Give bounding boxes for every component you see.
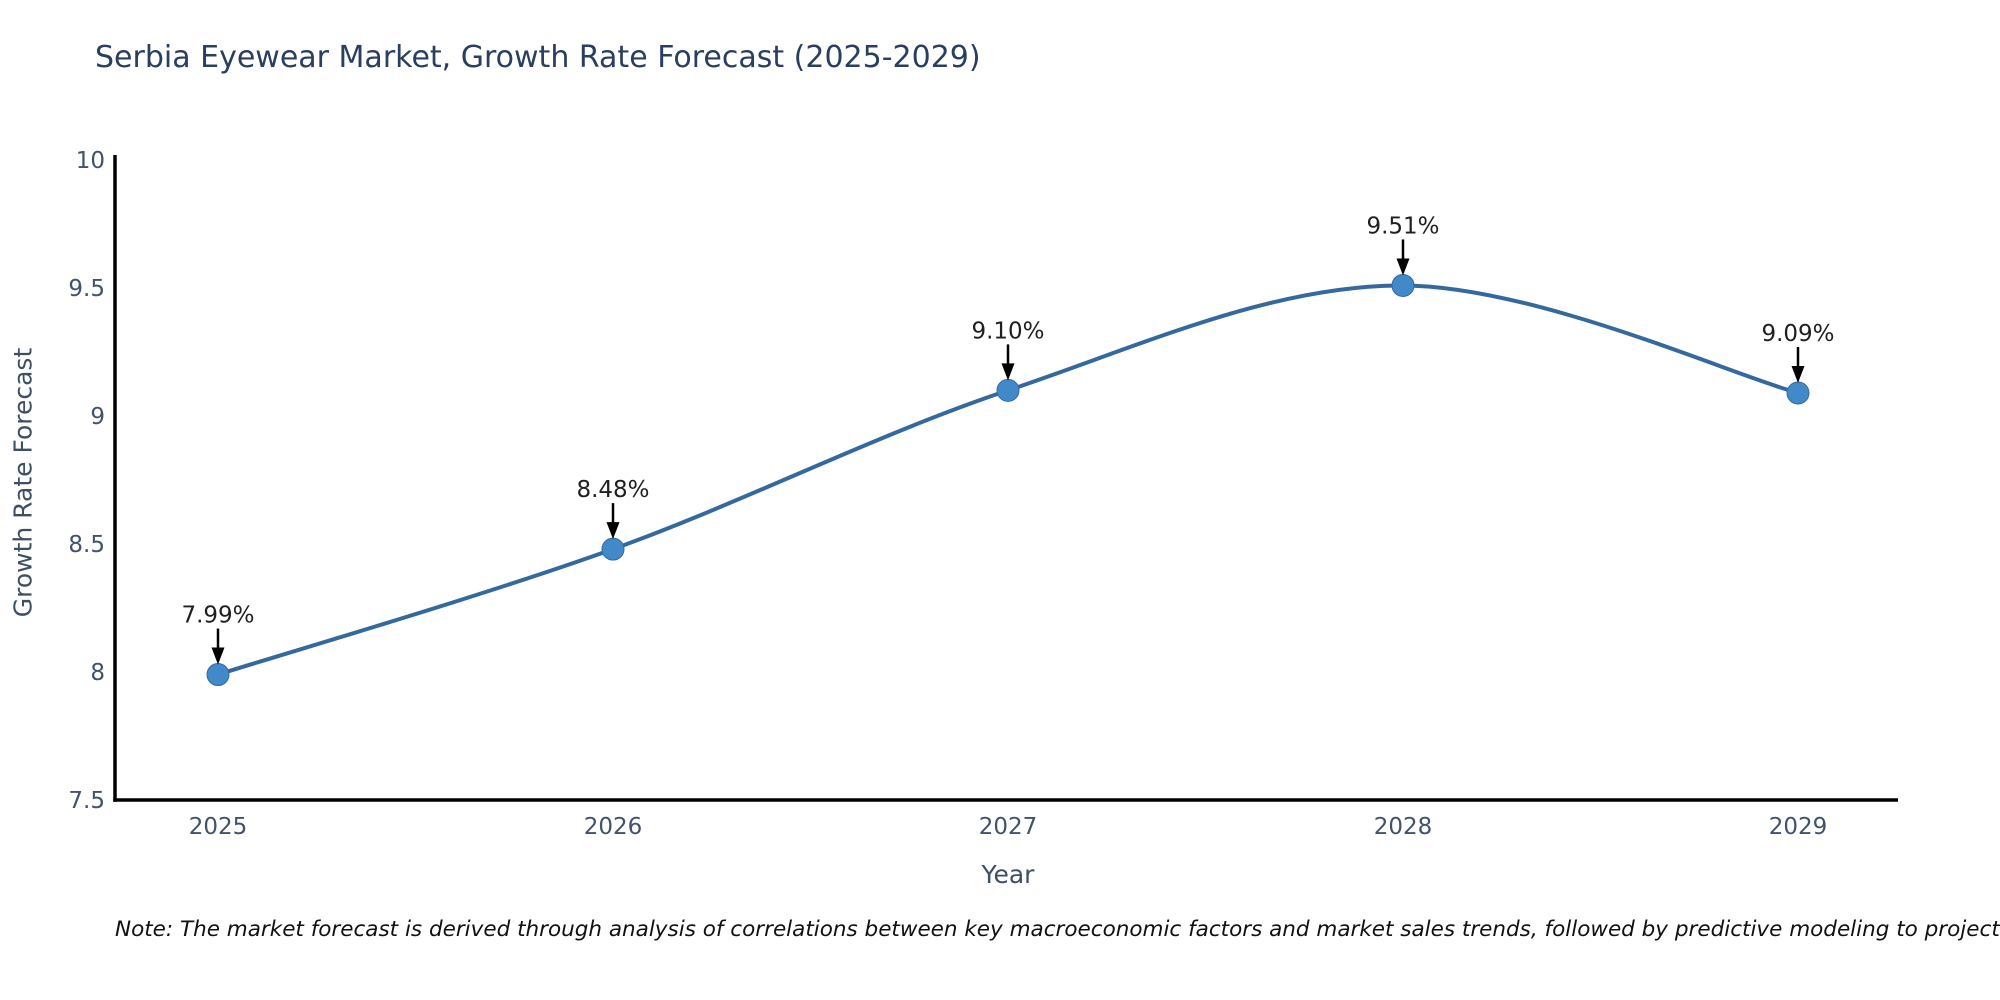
data-point-label: 8.48% [576,477,649,503]
x-tick-label: 2025 [189,814,248,840]
y-tick-label: 8.5 [68,532,105,558]
annotation-arrow-head [1791,365,1805,383]
y-tick-label: 8 [90,660,105,686]
annotation-arrow-head [606,522,620,540]
data-point-label: 9.51% [1366,213,1439,239]
x-axis-title: Year [981,860,1035,889]
y-tick-label: 9.5 [68,276,105,302]
chart-title: Serbia Eyewear Market, Growth Rate Forec… [95,40,981,75]
footnote: Note: The market forecast is derived thr… [115,917,2000,942]
y-tick-label: 9 [90,404,105,430]
data-point-label: 7.99% [181,603,254,629]
data-point-marker [996,378,1020,402]
data-point-marker [1391,273,1415,297]
x-tick-label: 2028 [1374,814,1433,840]
annotation-arrow-head [211,647,225,665]
y-tick-label: 10 [76,148,105,174]
data-point-label: 9.10% [971,318,1044,344]
y-tick-label: 7.5 [68,788,105,814]
annotation-arrow-head [1396,258,1410,276]
data-point-label: 9.09% [1761,321,1834,347]
data-point-marker [601,537,625,561]
annotation-arrow-head [1001,363,1015,381]
x-tick-label: 2027 [979,814,1038,840]
x-tick-label: 2029 [1769,814,1828,840]
data-point-marker [1786,381,1810,405]
data-point-marker [206,663,230,687]
x-tick-label: 2026 [584,814,643,840]
